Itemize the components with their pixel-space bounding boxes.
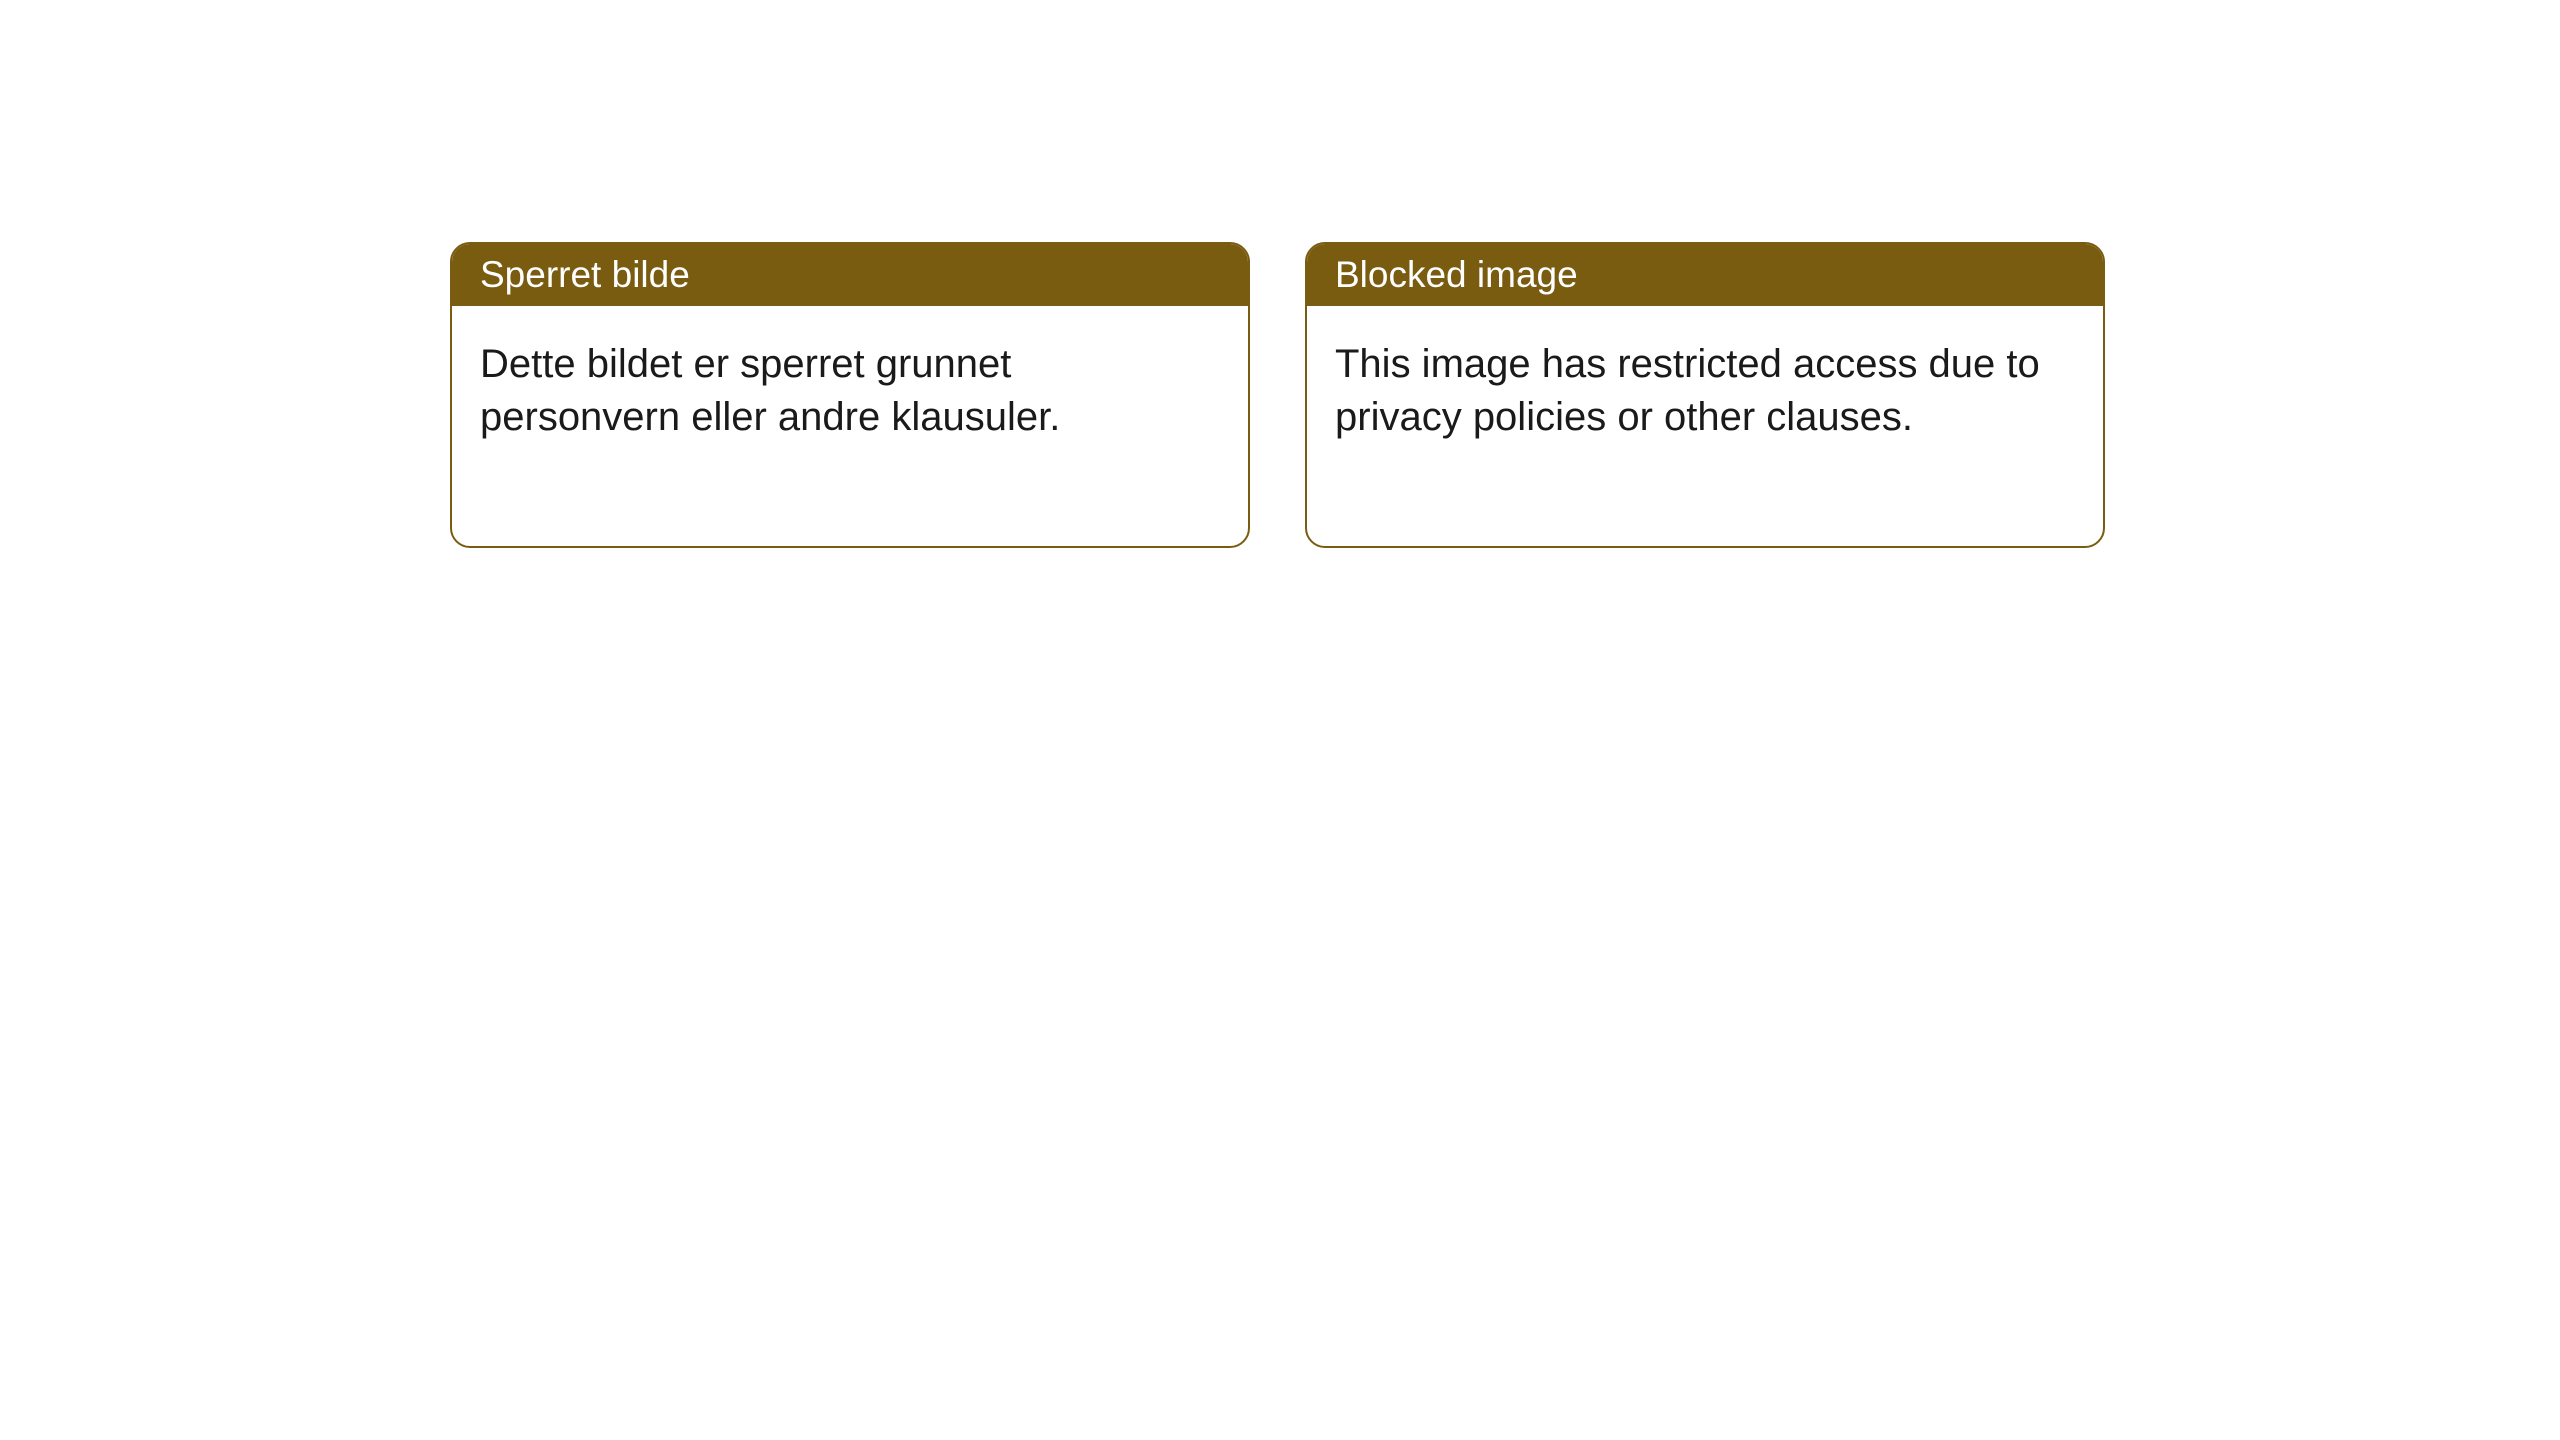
notice-box-english: Blocked image This image has restricted … — [1305, 242, 2105, 548]
notice-header: Blocked image — [1307, 244, 2103, 306]
notice-box-norwegian: Sperret bilde Dette bildet er sperret gr… — [450, 242, 1250, 548]
notice-container: Sperret bilde Dette bildet er sperret gr… — [450, 242, 2105, 548]
notice-body: Dette bildet er sperret grunnet personve… — [452, 306, 1248, 546]
notice-body: This image has restricted access due to … — [1307, 306, 2103, 546]
notice-header: Sperret bilde — [452, 244, 1248, 306]
